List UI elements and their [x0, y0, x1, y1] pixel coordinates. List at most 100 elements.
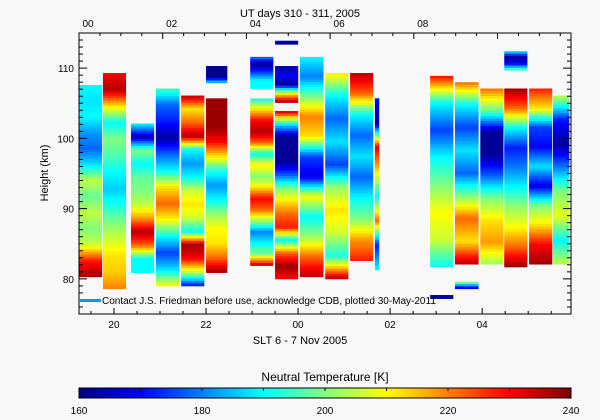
temperature-cell	[131, 138, 155, 142]
temperature-cell	[350, 223, 374, 226]
temperature-cell	[480, 246, 504, 250]
note-text: Contact J.S. Friedman before use, acknow…	[102, 296, 436, 307]
temperature-cell	[275, 231, 299, 235]
colorbar-swatch	[374, 388, 379, 398]
temperature-cell	[79, 194, 103, 198]
temperature-cell	[155, 243, 180, 247]
temperature-cell	[553, 193, 570, 197]
temperature-cell	[529, 244, 553, 247]
temperature-cell	[181, 98, 205, 101]
temperature-cell	[102, 170, 127, 174]
temperature-cell	[79, 109, 103, 113]
temperature-cell	[325, 241, 349, 245]
temperature-cell	[206, 123, 228, 127]
temperature-cell	[480, 101, 504, 104]
temperature-cell	[79, 154, 103, 158]
colorbar-swatch	[534, 388, 539, 398]
temperature-cell	[455, 234, 479, 238]
colorbar-swatch	[427, 388, 433, 398]
temperature-cell	[430, 85, 454, 89]
temperature-cell	[299, 64, 324, 68]
temperature-cell	[529, 201, 553, 205]
temperature-cell	[155, 263, 180, 267]
temperature-cell	[181, 168, 205, 172]
temperature-cell	[299, 184, 324, 188]
temperature-cell	[480, 151, 504, 155]
temperature-cell	[79, 102, 103, 106]
temperature-cell	[102, 226, 127, 229]
temperature-cell	[155, 180, 180, 184]
temperature-cell	[374, 135, 380, 139]
temperature-cell	[430, 143, 454, 147]
colorbar-swatch	[402, 388, 408, 398]
temperature-cell	[131, 170, 155, 174]
temperature-cell	[155, 193, 180, 197]
temperature-cell	[250, 81, 274, 85]
temperature-cell	[480, 173, 504, 177]
temperature-cell	[430, 83, 454, 87]
colorbar-swatch	[83, 388, 88, 398]
temperature-cell	[480, 211, 504, 215]
temperature-cell	[504, 118, 528, 122]
temperature-cell	[480, 221, 504, 225]
colorbar-swatch	[173, 388, 178, 398]
temperature-cell	[102, 228, 127, 232]
temperature-cell	[480, 241, 504, 245]
temperature-cell	[79, 212, 103, 215]
temperature-cell	[553, 120, 570, 124]
temperature-cell	[131, 195, 155, 199]
temperature-cell	[430, 141, 454, 145]
temperature-cell	[206, 237, 228, 241]
temperature-cell	[102, 73, 127, 76]
temperature-cell	[299, 201, 324, 205]
temperature-cell	[299, 211, 324, 215]
temperature-cell	[181, 188, 205, 192]
temperature-cell	[102, 263, 127, 267]
temperature-cell	[299, 174, 324, 178]
temperature-cell	[206, 225, 228, 229]
y-tick-label: 80	[63, 275, 75, 286]
temperature-cell	[181, 180, 205, 184]
temperature-cell	[275, 95, 299, 99]
temperature-cell	[299, 254, 324, 258]
temperature-cell	[529, 101, 553, 104]
temperature-cell	[299, 79, 324, 83]
temperature-cell	[131, 173, 155, 177]
temperature-cell	[275, 123, 299, 127]
temperature-cell	[430, 264, 454, 268]
temperature-cell	[102, 283, 127, 287]
temperature-cell	[275, 83, 299, 86]
colorbar-swatch	[144, 388, 150, 398]
temperature-cell	[374, 247, 380, 251]
temperature-cell	[250, 263, 274, 266]
temperature-cell	[325, 165, 349, 169]
temperature-cell	[350, 115, 374, 119]
temperature-cell	[455, 159, 479, 163]
temperature-cell	[250, 143, 274, 147]
temperature-cell	[325, 163, 349, 167]
colorbar-swatch	[431, 388, 437, 398]
temperature-cell	[504, 123, 528, 127]
temperature-cell	[553, 203, 570, 207]
temperature-cell	[275, 168, 299, 172]
temperature-cell	[131, 145, 155, 149]
temperature-cell	[79, 162, 103, 166]
temperature-cell	[155, 93, 180, 97]
temperature-cell	[455, 284, 479, 287]
temperature-cell	[102, 103, 127, 107]
temperature-cell	[529, 151, 553, 155]
temperature-cell	[430, 93, 454, 97]
temperature-cell	[79, 157, 103, 161]
temperature-cell	[181, 115, 205, 119]
temperature-cell	[430, 249, 454, 253]
temperature-cell	[350, 118, 374, 121]
temperature-cell	[504, 91, 528, 94]
colorbar-swatch	[489, 388, 494, 398]
temperature-cell	[430, 128, 454, 132]
temperature-cell	[275, 261, 299, 265]
temperature-cell	[206, 105, 228, 109]
temperature-cell	[102, 236, 127, 239]
temperature-cell	[374, 242, 380, 246]
temperature-cell	[181, 178, 205, 182]
temperature-cell	[131, 160, 155, 164]
